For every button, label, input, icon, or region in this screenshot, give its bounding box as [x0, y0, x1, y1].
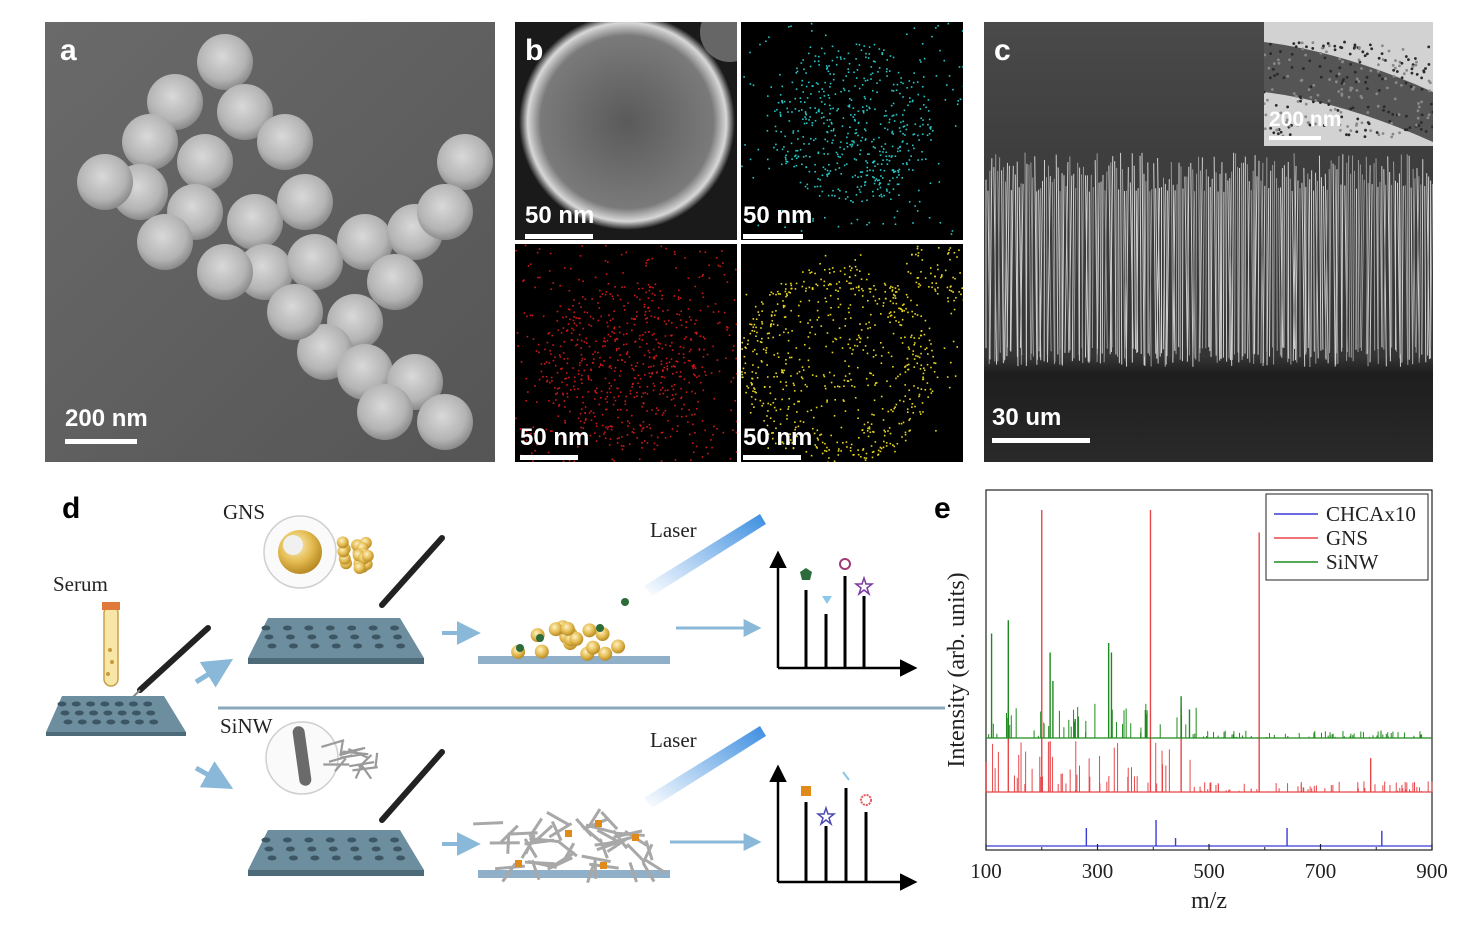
serum-tube-icon [102, 602, 120, 687]
x-tick-label: 700 [1305, 859, 1337, 883]
panel-letter-d: d [62, 492, 81, 525]
plate-left-icon [46, 696, 186, 736]
scale-bar-b2: 50 nm [743, 202, 863, 242]
gns-cluster-icon [336, 536, 374, 574]
scale-label-b1: 50 nm [525, 202, 595, 229]
plate-bottom-icon [248, 830, 424, 876]
legend-entry-gns: GNS [1326, 526, 1368, 550]
plate-top-icon [248, 618, 424, 664]
pipette-top-icon [379, 535, 445, 608]
pipette-icon [131, 625, 211, 699]
label-laser-top: Laser [650, 518, 697, 542]
x-tick-label: 300 [1082, 859, 1114, 883]
eds-tile-red [515, 244, 737, 462]
scale-label-b3: 50 nm [520, 424, 590, 451]
eds-tile-yellow [741, 244, 963, 462]
x-tick-label: 500 [1193, 859, 1225, 883]
scale-bar-a: 200 nm [65, 405, 205, 445]
panel-letter-c: c [994, 34, 1011, 67]
substrate-top-icon [478, 656, 670, 664]
legend-entry-sinw: SiNW [1326, 550, 1379, 574]
scale-bar-b3: 50 nm [520, 424, 640, 462]
scale-label-b4: 50 nm [743, 424, 813, 451]
x-tick-label: 100 [970, 859, 1002, 883]
x-axis-label: m/z [1191, 888, 1227, 914]
panel-c-sem: c 200 nm 30 um [984, 22, 1433, 462]
eds-tile-cyan [741, 22, 963, 240]
label-serum: Serum [53, 572, 108, 596]
legend-entry-chca: CHCAx10 [1326, 502, 1416, 526]
series-sinw [986, 620, 1432, 739]
panel-b-eds: b 50 nm 50 nm 50 nm 50 nm [515, 22, 963, 462]
panel-d-schematic: Serum GNS SiNW Laser Laser [40, 490, 945, 910]
laser-beam-top-icon [644, 514, 766, 596]
sem-image-gns [45, 22, 495, 462]
inset-tem [1264, 22, 1433, 146]
scale-bar-c-inset: 200 nm [1269, 108, 1379, 142]
laser-beam-bottom-icon [644, 726, 766, 808]
scale-bar-b4: 50 nm [743, 424, 863, 462]
scale-label-a: 200 nm [65, 405, 148, 432]
x-tick-label: 900 [1416, 859, 1448, 883]
scale-bar-c: 30 um [992, 404, 1112, 444]
mini-spectrum-top [769, 550, 918, 677]
sinw-cluster-icon [321, 739, 379, 780]
panel-e-chart: 100 300 500 700 900 Intensity (arb. units) m… [940, 480, 1450, 920]
scale-label-c-inset: 200 nm [1269, 108, 1342, 131]
eds-tile-haadf [515, 22, 737, 240]
scale-bar-b1: 50 nm [525, 202, 645, 242]
panel-a-sem: a 200 nm [45, 22, 495, 462]
panel-letter-b: b [525, 34, 544, 67]
y-axis-label: Intensity (arb. units) [944, 572, 970, 767]
substrate-bottom-icon [478, 870, 670, 878]
pipette-bottom-icon [379, 749, 445, 823]
label-sinw: SiNW [220, 714, 273, 738]
legend: CHCAx10 GNS SiNW [1265, 493, 1429, 581]
label-gns: GNS [223, 500, 266, 524]
label-laser-bottom: Laser [650, 728, 697, 752]
panel-letter-a: a [60, 34, 77, 67]
scale-label-b2: 50 nm [743, 202, 813, 229]
mini-spectrum-bottom [769, 764, 918, 891]
mass-spectrum-chart: 100 300 500 700 900 Intensity (arb. units) m… [944, 489, 1448, 914]
panel-letter-e: e [934, 492, 951, 525]
scale-label-c: 30 um [992, 404, 1062, 431]
